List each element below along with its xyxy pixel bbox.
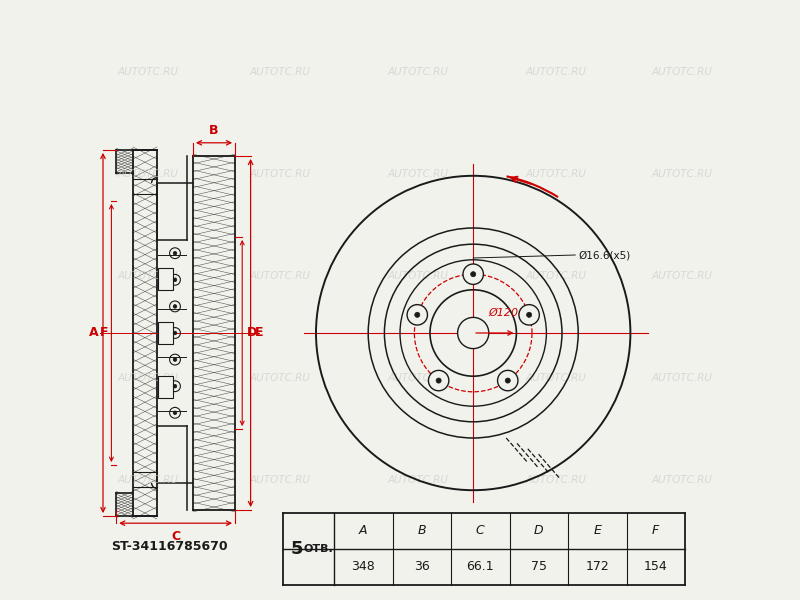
Text: ОТВ.: ОТВ. (304, 544, 334, 554)
Text: AUTOTC.RU: AUTOTC.RU (250, 67, 310, 77)
FancyBboxPatch shape (158, 268, 173, 290)
Text: E: E (254, 326, 263, 340)
Text: B: B (210, 124, 218, 137)
Text: AUTOTC.RU: AUTOTC.RU (651, 271, 713, 281)
Circle shape (173, 411, 177, 415)
Text: AUTOTC.RU: AUTOTC.RU (387, 169, 449, 179)
Text: AUTOTC.RU: AUTOTC.RU (651, 67, 713, 77)
Circle shape (173, 331, 177, 335)
Text: 154: 154 (644, 560, 668, 574)
Text: AUTOTC.RU: AUTOTC.RU (526, 67, 586, 77)
Text: F: F (652, 524, 659, 538)
Text: AUTOTC.RU: AUTOTC.RU (387, 475, 449, 485)
Circle shape (173, 278, 177, 281)
Text: AUTOTC.RU: AUTOTC.RU (118, 373, 178, 383)
Text: Ø120: Ø120 (488, 308, 518, 318)
Text: AUTOTC.RU: AUTOTC.RU (118, 271, 178, 281)
Text: 75: 75 (530, 560, 546, 574)
Circle shape (458, 317, 489, 349)
Circle shape (498, 370, 518, 391)
Circle shape (470, 272, 476, 277)
Text: AUTOTC.RU: AUTOTC.RU (118, 169, 178, 179)
Text: AUTOTC.RU: AUTOTC.RU (250, 271, 310, 281)
Circle shape (173, 305, 177, 308)
Text: AUTOTC.RU: AUTOTC.RU (387, 373, 449, 383)
Circle shape (429, 370, 449, 391)
Circle shape (436, 378, 441, 383)
Text: 36: 36 (414, 560, 430, 574)
Text: AUTOTC.RU: AUTOTC.RU (387, 271, 449, 281)
Circle shape (463, 264, 483, 284)
Text: D: D (534, 524, 543, 538)
FancyBboxPatch shape (158, 376, 173, 398)
Circle shape (407, 305, 427, 325)
Text: AUTOTC.RU: AUTOTC.RU (651, 373, 713, 383)
Text: C: C (476, 524, 485, 538)
Text: ST-34116785670: ST-34116785670 (110, 539, 227, 553)
Text: A: A (89, 326, 98, 340)
Text: F: F (100, 326, 109, 340)
Circle shape (173, 358, 177, 361)
Text: B: B (418, 524, 426, 538)
Text: AUTOTC.RU: AUTOTC.RU (118, 67, 178, 77)
Text: AUTOTC.RU: AUTOTC.RU (250, 169, 310, 179)
Circle shape (414, 312, 420, 317)
Text: C: C (171, 530, 180, 544)
Text: 66.1: 66.1 (466, 560, 494, 574)
Text: AUTOTC.RU: AUTOTC.RU (526, 271, 586, 281)
FancyBboxPatch shape (158, 322, 173, 344)
Text: D: D (246, 326, 257, 340)
Circle shape (173, 251, 177, 255)
Circle shape (519, 305, 539, 325)
Text: E: E (594, 524, 601, 538)
Text: AUTOTC.RU: AUTOTC.RU (526, 169, 586, 179)
Text: Ø16.6(x5): Ø16.6(x5) (578, 250, 630, 260)
Circle shape (506, 378, 510, 383)
Text: AUTOTC.RU: AUTOTC.RU (651, 475, 713, 485)
Text: AUTOTC.RU: AUTOTC.RU (118, 475, 178, 485)
Text: AUTOTC.RU: AUTOTC.RU (250, 475, 310, 485)
Text: AUTOTC.RU: AUTOTC.RU (526, 373, 586, 383)
Text: AUTOTC.RU: AUTOTC.RU (526, 475, 586, 485)
Circle shape (526, 312, 532, 317)
Text: 348: 348 (351, 560, 375, 574)
Text: AUTOTC.RU: AUTOTC.RU (250, 373, 310, 383)
Circle shape (173, 385, 177, 388)
Text: A: A (359, 524, 367, 538)
Text: AUTOTC.RU: AUTOTC.RU (651, 169, 713, 179)
Text: AUTOTC.RU: AUTOTC.RU (387, 67, 449, 77)
Text: 172: 172 (586, 560, 609, 574)
Text: 5: 5 (291, 540, 303, 558)
